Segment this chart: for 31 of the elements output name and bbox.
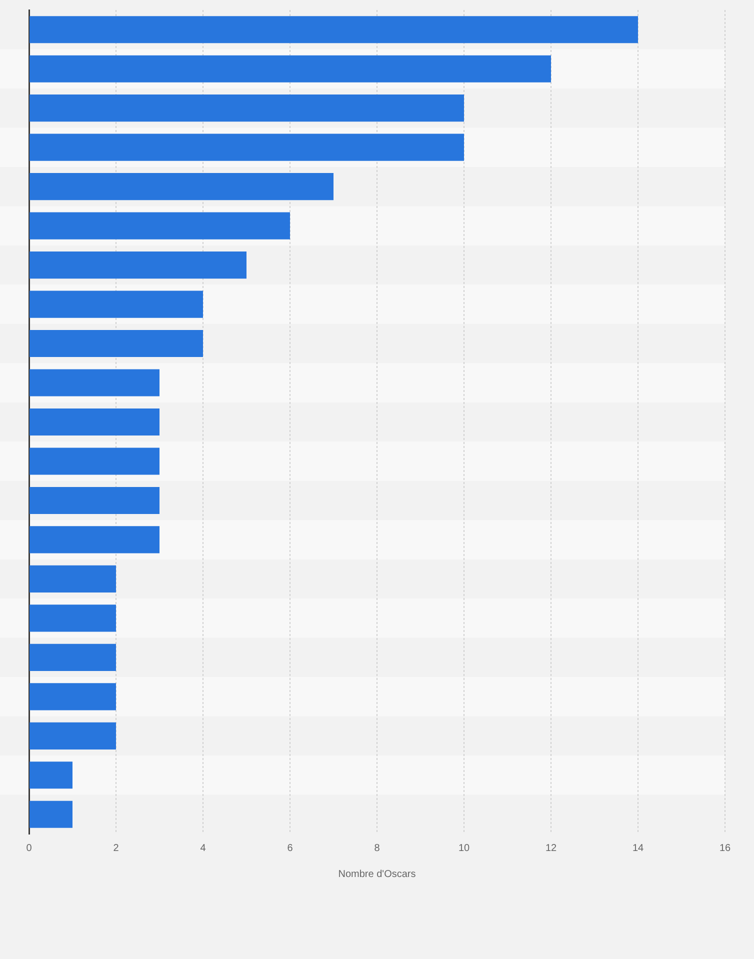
bar [30, 722, 116, 750]
x-tick-label: 12 [545, 842, 557, 854]
bar [30, 252, 246, 279]
bar [30, 448, 160, 475]
bar [30, 330, 203, 358]
x-tick-label: 10 [458, 842, 470, 854]
x-tick-label: 6 [287, 842, 294, 854]
x-tick-label: 2 [113, 842, 120, 854]
x-tick-label: 4 [200, 842, 206, 854]
bar [30, 16, 638, 44]
bar [30, 565, 116, 592]
bar [30, 800, 72, 828]
x-tick-label: 8 [374, 842, 380, 854]
bar [30, 486, 160, 514]
bar [30, 94, 464, 122]
x-tick-label: 16 [719, 842, 731, 854]
bar [30, 644, 116, 671]
bar [30, 408, 160, 436]
bar [30, 762, 72, 789]
bar [30, 55, 551, 82]
x-tick-label: 14 [632, 842, 644, 854]
x-axis-title: Nombre d'Oscars [338, 868, 416, 880]
x-tick-label: 0 [26, 842, 32, 854]
bar [30, 683, 116, 710]
bar [30, 212, 290, 240]
bar [30, 369, 160, 396]
bar [30, 526, 160, 554]
bar [30, 134, 464, 161]
bar [30, 604, 116, 632]
bar [30, 290, 203, 318]
bar [30, 173, 334, 200]
